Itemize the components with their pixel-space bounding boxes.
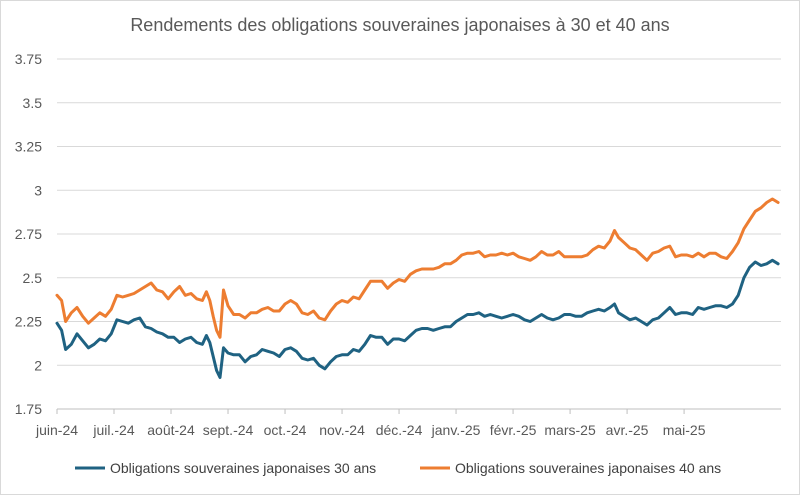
x-tick-label: sept.-24 [203, 422, 254, 438]
x-tick-label: févr.-25 [490, 422, 537, 438]
x-tick-label: nov.-24 [319, 422, 365, 438]
y-tick-label: 2 [34, 357, 42, 373]
x-tick-label: mars-25 [544, 422, 596, 438]
legend-label: Obligations souveraines japonaises 40 an… [455, 460, 721, 476]
y-tick-label: 3.5 [23, 95, 43, 111]
series-line-40-ans [55, 197, 780, 339]
y-tick-label: 2.75 [15, 226, 42, 242]
x-tick-label: janv.-25 [431, 422, 481, 438]
series-line-30-ans [55, 258, 780, 379]
y-tick-label: 2.5 [23, 270, 43, 286]
legend-label: Obligations souveraines japonaises 30 an… [110, 460, 376, 476]
y-tick-label: 2.25 [15, 314, 42, 330]
y-axis-ticks: 1.75 2 2.25 2.5 2.75 3 3.25 3.5 3.75 [15, 51, 42, 417]
y-tick-label: 1.75 [15, 401, 42, 417]
x-tick-label: mai-25 [663, 422, 706, 438]
legend: Obligations souveraines japonaises 30 an… [75, 460, 721, 476]
x-tick-label: oct.-24 [264, 422, 307, 438]
chart-title: Rendements des obligations souveraines j… [130, 15, 669, 35]
x-tick-label: avr.-25 [606, 422, 649, 438]
x-tick-label: août-24 [147, 422, 195, 438]
x-tick-label: déc.-24 [376, 422, 423, 438]
x-axis: juin-24 juil.-24 août-24 sept.-24 oct.-24 nov… [35, 408, 781, 438]
y-tick-label: 3.25 [15, 139, 42, 155]
y-tick-label: 3 [34, 182, 42, 198]
x-tick-label: juil.-24 [92, 422, 134, 438]
y-tick-label: 3.75 [15, 51, 42, 67]
x-tick-label: juin-24 [35, 422, 78, 438]
series-group [55, 197, 780, 379]
gridlines [57, 58, 781, 366]
